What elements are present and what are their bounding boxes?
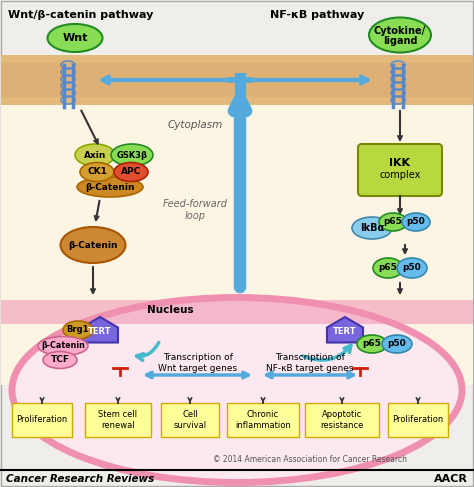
Ellipse shape [61,227,126,263]
Text: p50: p50 [388,339,406,349]
Text: complex: complex [379,170,421,180]
Text: β-Catenin: β-Catenin [85,183,135,191]
Text: Brg1: Brg1 [67,325,89,335]
Text: ligand: ligand [383,36,417,46]
Ellipse shape [43,352,77,369]
Ellipse shape [114,163,148,182]
Text: Wnt: Wnt [62,33,88,43]
Ellipse shape [379,213,407,231]
Ellipse shape [373,258,403,278]
Text: Cancer Research Reviews: Cancer Research Reviews [6,474,154,484]
Text: p65: p65 [383,218,402,226]
Ellipse shape [75,144,115,166]
Text: Cytokine/: Cytokine/ [374,26,426,36]
Ellipse shape [47,24,102,52]
Bar [1,55,473,385]
Text: GSK3β: GSK3β [117,150,147,160]
Text: Transcription of
NF-κB target genes: Transcription of NF-κB target genes [266,353,354,373]
FancyBboxPatch shape [305,403,379,437]
Polygon shape [82,317,118,342]
Text: Feed-forward
loop: Feed-forward loop [163,199,228,221]
Bar [1,97,473,105]
Text: Nucleus: Nucleus [146,305,193,315]
Ellipse shape [397,258,427,278]
Ellipse shape [12,298,462,483]
FancyBboxPatch shape [85,403,151,437]
Text: Apoptotic
resistance: Apoptotic resistance [320,411,364,430]
Ellipse shape [352,217,392,239]
Text: IkBα: IkBα [360,223,384,233]
Text: TERT: TERT [333,327,357,337]
Ellipse shape [63,321,93,339]
Text: Proliferation: Proliferation [17,415,68,425]
Text: Stem cell
renewal: Stem cell renewal [99,411,137,430]
Text: p50: p50 [402,263,421,273]
Text: Wnt/β-catenin pathway: Wnt/β-catenin pathway [8,10,154,20]
Ellipse shape [402,213,430,231]
Polygon shape [327,317,363,342]
FancyBboxPatch shape [161,403,219,437]
Text: Proliferation: Proliferation [392,415,444,425]
Ellipse shape [80,163,114,182]
Ellipse shape [357,335,387,353]
Text: Cell
survival: Cell survival [173,411,207,430]
Bar [1,55,473,105]
Text: Cytoplasm: Cytoplasm [167,120,223,130]
Ellipse shape [77,177,143,197]
Text: Chronic
inflammation: Chronic inflammation [235,411,291,430]
Text: NF-κB pathway: NF-κB pathway [270,10,364,20]
Text: TERT: TERT [88,327,112,337]
Text: APC: APC [121,168,141,176]
Text: IKK: IKK [390,158,410,168]
Text: β-Catenin: β-Catenin [41,341,85,351]
FancyBboxPatch shape [12,403,72,437]
Text: p50: p50 [407,218,425,226]
Text: CK1: CK1 [87,168,107,176]
FancyBboxPatch shape [358,144,442,196]
Text: p65: p65 [363,339,382,349]
Ellipse shape [111,144,153,166]
Ellipse shape [382,335,412,353]
Text: p65: p65 [379,263,397,273]
FancyBboxPatch shape [227,403,299,437]
Text: © 2014 American Association for Cancer Research: © 2014 American Association for Cancer R… [213,455,407,465]
Bar [1,55,473,63]
Text: Axin: Axin [84,150,106,160]
Text: β-Catenin: β-Catenin [68,241,118,249]
Ellipse shape [38,337,88,356]
FancyBboxPatch shape [388,403,448,437]
Text: AACR: AACR [434,474,468,484]
Text: TCF: TCF [51,356,70,364]
Bar [1,300,473,324]
Text: Transcription of
Wnt target genes: Transcription of Wnt target genes [158,353,237,373]
Ellipse shape [369,18,431,53]
